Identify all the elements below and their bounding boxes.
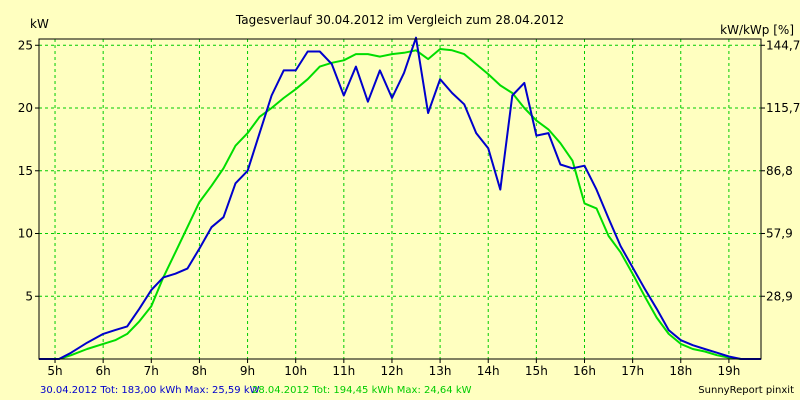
x-tick-label: 17h (621, 364, 644, 378)
x-tick-label: 12h (381, 364, 404, 378)
x-tick-label: 14h (477, 364, 500, 378)
chart-title: Tagesverlauf 30.04.2012 im Vergleich zum… (235, 13, 564, 27)
grid (39, 39, 761, 359)
y-tick-label-right: 28,9 (766, 289, 793, 303)
legend-series-1: 30.04.2012 Tot: 183,00 kWh Max: 25,59 kW (40, 385, 260, 396)
x-tick-label: 7h (144, 364, 159, 378)
y-tick-label-right: 86,8 (766, 164, 793, 178)
y-axis-left-label: kW (30, 17, 49, 31)
x-tick-label: 18h (669, 364, 692, 378)
y-axis-right-label: kW/kWp [%] (720, 23, 794, 37)
x-tick-label: 11h (332, 364, 355, 378)
series-group (39, 36, 761, 360)
legend-series-2: 28.04.2012 Tot: 194,45 kWh Max: 24,64 kW (252, 385, 472, 396)
y-tick-label-left: 10 (18, 227, 33, 241)
x-tick-label: 13h (429, 364, 452, 378)
series-line-28-04-2012 (39, 48, 761, 360)
y-tick-label-right: 57,9 (766, 227, 793, 241)
series-line-30-04-2012 (39, 36, 761, 360)
x-tick-label: 8h (192, 364, 207, 378)
x-tick-label: 5h (47, 364, 62, 378)
y-axis-right-ticks: 28,9 57,9 86,8 115,7 144,7 (761, 38, 800, 303)
y-tick-label-left: 25 (18, 38, 33, 52)
plot-frame (38, 38, 762, 360)
y-tick-label-right: 144,7 (766, 38, 800, 52)
x-tick-label: 6h (96, 364, 111, 378)
x-tick-label: 16h (573, 364, 596, 378)
y-axis-left-ticks: 5 10 15 20 25 (18, 38, 39, 303)
x-tick-label: 9h (240, 364, 255, 378)
y-tick-label-left: 20 (18, 101, 33, 115)
y-tick-label-right: 115,7 (766, 101, 800, 115)
y-tick-label-left: 5 (25, 289, 33, 303)
credit-text: SunnyReport pinxit (698, 385, 794, 396)
x-tick-label: 15h (525, 364, 548, 378)
x-tick-label: 19h (717, 364, 740, 378)
y-tick-label-left: 15 (18, 164, 33, 178)
x-tick-label: 10h (284, 364, 307, 378)
x-axis-ticks: 5h 6h 7h 8h 9h 10h 11h 12h 13h 14h 15h 16h 17h 18h 19h (47, 359, 740, 378)
